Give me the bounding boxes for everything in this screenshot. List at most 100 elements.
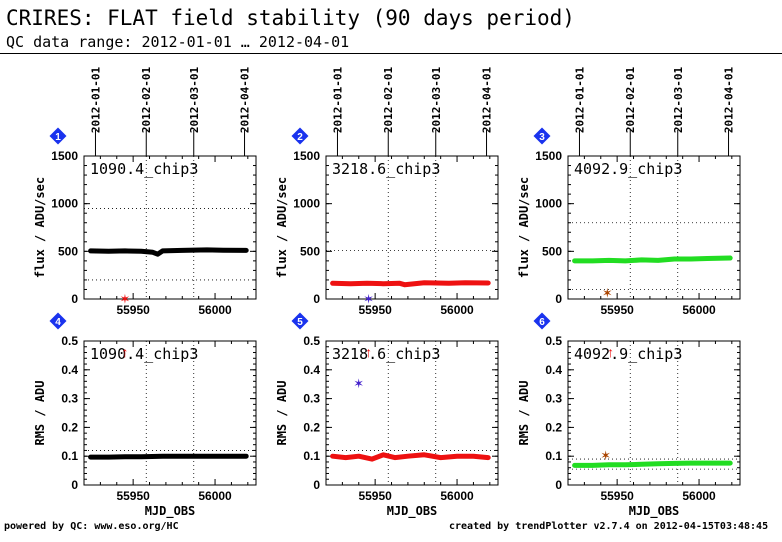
y-tick-label: 0 [555,478,562,492]
chart-panel-4: 0 0.1 0.2 0.3 0.4 0.5 55950 56000 RMS / ADU MJD_O… [33,312,257,519]
y-tick-label: 0.2 [61,420,78,434]
panel-label: 1090.4_chip3 [90,345,198,363]
y-tick-label: 0.2 [303,420,320,434]
panel-label: 4092.9_chip3 [574,160,682,178]
data-series-line [88,453,249,460]
y-tick-label: 0 [555,292,562,306]
y-tick-label: 0.5 [303,334,320,348]
footer-created-by: created by trendPlotter v2.7.4 on 2012-0… [449,521,769,532]
top-axis-date-label: 2012-02-01 [382,67,395,134]
panel-label: 4092.9_chip3 [574,345,682,363]
top-axis-date-label: 2012-03-01 [672,67,685,134]
data-point-marker: ✶ [600,448,611,463]
y-axis-label: flux / ADU/sec [33,177,47,278]
y-tick-label: 1000 [535,197,562,211]
x-tick-label: 55950 [600,303,634,317]
y-tick-label: 0 [71,292,78,306]
x-tick-label: 56000 [440,303,474,317]
top-axis-date-label: 2012-01-01 [573,67,586,134]
x-tick-label: 55950 [116,303,150,317]
data-point-marker: ✶ [119,292,130,307]
y-tick-label: 0.4 [61,363,78,377]
plot-frame [83,155,257,300]
data-series-line [330,280,491,288]
x-axis-label: MJD_OBS [145,504,196,519]
x-tick-label: 56000 [198,303,232,317]
data-series-line [572,255,733,264]
panel-number: 6 [539,317,545,328]
y-tick-label: 0.5 [61,334,78,348]
plot-frame [325,155,499,300]
y-axis-label: flux / ADU/sec [275,177,289,278]
y-tick-label: 0.5 [545,334,562,348]
y-axis-label: RMS / ADU [275,380,289,445]
data-point-marker: ✶ [602,285,613,300]
y-tick-label: 0.1 [61,449,78,463]
out-of-range-marker: ↑ [121,344,128,360]
chart-panel-2: 0 500 1000 1500 55950 56000 flux / ADU/sec 2012… [275,67,499,317]
panel-number-badge [533,127,551,145]
chart-panel-5: 0 0.1 0.2 0.3 0.4 0.5 55950 56000 RMS / ADU MJD_O… [275,312,499,519]
y-tick-label: 0.3 [61,392,78,406]
top-axis-date-label: 2012-03-01 [430,67,443,134]
top-axis-date-label: 2012-01-01 [89,67,102,134]
x-axis-label: MJD_OBS [629,504,680,519]
panel-number: 2 [297,132,303,143]
y-tick-label: 1000 [293,197,320,211]
y-tick-label: 0.1 [303,449,320,463]
x-tick-label: 56000 [440,489,474,503]
plot-frame [567,340,741,486]
x-axis-label: MJD_OBS [387,504,438,519]
plot-frame [567,155,741,300]
page-subtitle: QC data range: 2012-01-01 … 2012-04-01 [6,33,350,51]
panel-label: 3218.6_chip3 [332,160,440,178]
data-series-line [572,460,733,468]
y-tick-label: 0 [71,478,78,492]
y-tick-label: 500 [58,244,78,258]
top-axis-date-label: 2012-02-01 [624,67,637,134]
panel-number-badge [291,127,309,145]
x-tick-label: 55950 [358,489,392,503]
y-tick-label: 500 [300,244,320,258]
x-tick-label: 56000 [682,489,716,503]
x-tick-label: 55950 [358,303,392,317]
y-tick-label: 500 [542,244,562,258]
data-series-line [330,452,491,462]
title-divider [0,53,782,54]
data-point-marker: ✶ [363,292,374,307]
panel-number: 1 [55,132,61,143]
y-tick-label: 0 [313,292,320,306]
top-axis-date-label: 2012-01-01 [331,67,344,134]
top-axis-date-label: 2012-04-01 [481,67,494,134]
out-of-range-marker: ↑ [365,344,372,360]
top-axis-date-label: 2012-04-01 [239,67,252,134]
x-tick-label: 56000 [682,303,716,317]
panel-label: 3218.6_chip3 [332,345,440,363]
page-title: CRIRES: FLAT field stability (90 days pe… [6,6,575,30]
y-tick-label: 1500 [535,149,562,163]
x-tick-label: 56000 [198,489,232,503]
y-axis-label: flux / ADU/sec [517,177,531,278]
footer-powered-by: powered by QC: www.eso.org/HC [4,521,179,532]
y-tick-label: 0.1 [545,449,562,463]
plot-frame [325,340,499,486]
y-tick-label: 1000 [51,197,78,211]
panel-number-badge [291,312,309,330]
x-tick-label: 55950 [116,489,150,503]
data-series-line [88,247,249,257]
top-axis-date-label: 2012-03-01 [188,67,201,134]
chart-panel-6: 0 0.1 0.2 0.3 0.4 0.5 55950 56000 RMS / ADU MJD_O… [517,312,741,519]
panel-label: 1090.4_chip3 [90,160,198,178]
panel-number-badge [533,312,551,330]
panel-number: 4 [55,317,61,328]
panel-number: 3 [539,132,545,143]
y-tick-label: 0 [313,478,320,492]
plot-frame [83,340,257,486]
out-of-range-marker: ↑ [607,344,614,360]
panel-number: 5 [297,317,303,328]
top-axis-date-label: 2012-04-01 [723,67,736,134]
y-tick-label: 1500 [293,149,320,163]
y-tick-label: 0.2 [545,420,562,434]
y-tick-label: 0.4 [545,363,562,377]
